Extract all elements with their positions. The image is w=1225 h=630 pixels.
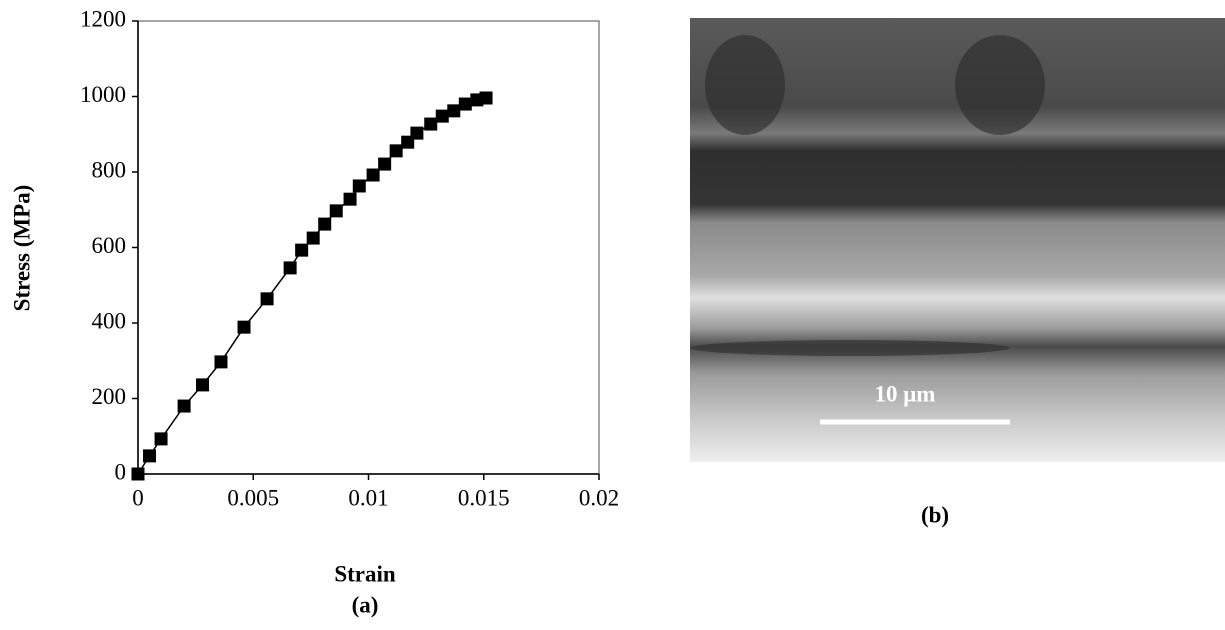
data-point: [424, 117, 438, 131]
image-band: [690, 340, 1010, 356]
y-tick-label: 1200: [80, 6, 126, 31]
data-point: [154, 432, 168, 446]
plot-frame: [137, 20, 600, 475]
x-axis-title: Strain: [334, 561, 396, 586]
data-point: [410, 126, 424, 140]
y-tick-label: 800: [92, 157, 127, 182]
data-point: [177, 399, 191, 413]
data-point: [447, 104, 461, 118]
data-point: [378, 157, 392, 171]
y-axis-title: Stress (MPa): [9, 185, 34, 312]
data-point: [295, 243, 309, 257]
data-point: [479, 91, 493, 105]
data-point: [318, 217, 332, 231]
y-tick-label: 1000: [80, 82, 126, 107]
data-point: [196, 378, 210, 392]
data-point: [366, 168, 380, 182]
plot: 0 200 400 600 800 1000 1200 0 0.005 0.01 0.015 0.02: [80, 6, 619, 510]
data-point: [143, 449, 157, 463]
panel-label: (b): [921, 502, 949, 527]
data-point: [352, 179, 366, 193]
micrograph: 10 μm: [690, 18, 1225, 462]
data-point: [329, 204, 343, 218]
data-point: [131, 467, 145, 481]
series-line: [137, 97, 487, 475]
y-tick-label: 600: [92, 233, 127, 258]
x-tick-label: 0.02: [579, 485, 619, 510]
data-point: [458, 97, 472, 111]
image-shadow: [705, 35, 785, 135]
x-tick-label: 0.01: [348, 485, 388, 510]
y-tick-label: 400: [92, 308, 127, 333]
scale-bar-label: 10 μm: [875, 381, 936, 406]
data-point: [389, 144, 403, 158]
data-point: [237, 320, 251, 334]
y-tick-label: 200: [92, 384, 127, 409]
data-point: [283, 261, 297, 275]
data-point: [306, 231, 320, 245]
image-shadow: [955, 35, 1045, 135]
y-tick-label: 0: [115, 459, 127, 484]
x-tick-label: 0: [132, 485, 144, 510]
x-tick-label: 0.005: [227, 485, 279, 510]
data-point: [435, 109, 449, 123]
x-tick-label: 0.015: [458, 485, 510, 510]
data-point: [214, 355, 228, 369]
data-point: [260, 292, 274, 306]
panel-label: (a): [352, 592, 379, 617]
data-point: [343, 192, 357, 206]
